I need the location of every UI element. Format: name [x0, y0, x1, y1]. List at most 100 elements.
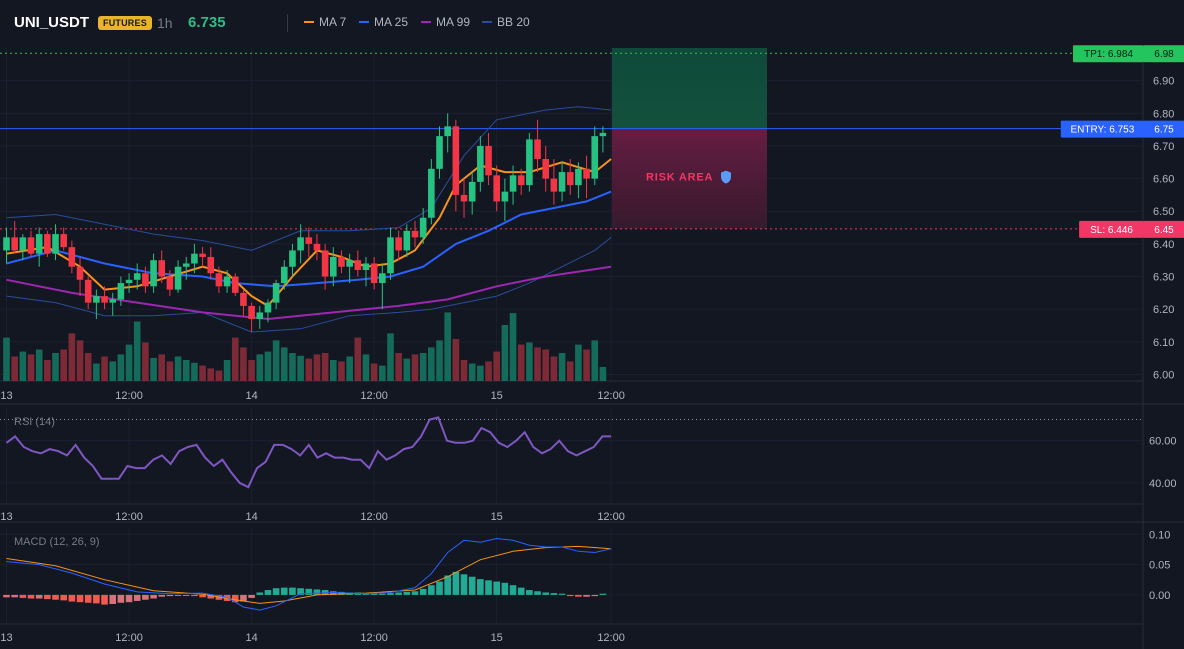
candle-body	[289, 250, 296, 267]
candle-body	[231, 276, 239, 293]
volume-bar	[444, 312, 451, 381]
legend-bb20[interactable]: BB 20	[482, 15, 530, 29]
candle-body	[174, 266, 182, 290]
legend-ma25[interactable]: MA 25	[359, 15, 408, 29]
macd-histogram-bar	[174, 594, 182, 596]
macd-histogram-bar	[550, 593, 558, 595]
candle-body	[305, 237, 313, 244]
candle-body	[542, 159, 550, 179]
symbol-name[interactable]: UNI_USDT	[14, 14, 90, 31]
volume-bar	[313, 354, 321, 381]
candle-body	[142, 273, 149, 287]
macd-histogram-bar	[182, 594, 190, 596]
macd-histogram-bar	[52, 594, 59, 600]
volume-bar	[93, 363, 100, 381]
volume-bar	[370, 363, 378, 381]
candle-body	[526, 139, 533, 186]
time-tick-label: 12:00	[597, 390, 625, 402]
candle-body	[182, 263, 190, 267]
candle-body	[403, 230, 411, 251]
candle-body	[199, 253, 206, 257]
level-tag-bg	[1060, 120, 1144, 138]
price-tick-label: 6.80	[1153, 108, 1174, 120]
macd-histogram-bar	[272, 588, 280, 595]
macd-histogram-bar	[526, 590, 533, 595]
volume-bar	[330, 360, 337, 381]
macd-histogram-bar	[19, 594, 27, 598]
macd-histogram-bar	[84, 594, 92, 603]
macd-histogram-bar	[240, 594, 247, 602]
candle-body	[468, 181, 476, 202]
level-axis-value: 6.45	[1154, 225, 1174, 236]
volume-bar	[542, 349, 550, 381]
volume-bar	[419, 353, 427, 381]
candle-body	[76, 266, 84, 280]
volume-bar	[436, 340, 443, 381]
legend-ma99[interactable]: MA 99	[421, 15, 470, 29]
macd-histogram-bar	[566, 594, 574, 597]
candle-body	[566, 172, 574, 186]
macd-histogram-bar	[117, 594, 125, 603]
macd-histogram-bar	[142, 594, 149, 600]
volume-bar	[477, 365, 484, 381]
candle-body	[452, 126, 460, 195]
volume-bar	[452, 339, 460, 381]
time-tick-label: 15	[491, 632, 503, 644]
candle-body	[68, 247, 76, 267]
candle-body	[166, 276, 174, 290]
macd-tick-label: 0.10	[1149, 529, 1170, 541]
volume-bar	[526, 342, 533, 381]
timeframe-selector[interactable]: 1h	[157, 15, 173, 31]
volume-bar	[346, 356, 353, 381]
volume-bar	[142, 342, 149, 381]
macd-histogram-bar	[44, 594, 51, 600]
macd-histogram-bar	[477, 579, 484, 595]
candle-body	[272, 283, 280, 303]
legend-label-bb20: BB 20	[497, 15, 530, 29]
level-tag-bg	[1079, 220, 1144, 238]
legend-swatch-ma99	[421, 21, 431, 23]
level-tag-bg	[1073, 45, 1144, 63]
volume-bar	[362, 354, 370, 381]
time-tick-label: 12:00	[360, 390, 388, 402]
macd-histogram-bar	[158, 594, 166, 597]
rsi-tick-label: 60.00	[1149, 436, 1177, 448]
volume-bar	[60, 349, 67, 381]
candle-body	[591, 136, 599, 179]
volume-bar	[509, 313, 517, 381]
volume-bar	[166, 361, 174, 381]
macd-histogram-bar	[395, 592, 402, 595]
candle-body	[346, 260, 353, 267]
volume-bar	[35, 349, 43, 381]
volume-bar	[297, 355, 304, 381]
candle-body	[280, 266, 288, 284]
price-tick-label: 6.30	[1153, 272, 1174, 284]
volume-bar	[231, 337, 239, 381]
bb-lower-line	[6, 237, 612, 333]
volume-bar	[289, 353, 296, 381]
time-tick-label: 15	[491, 390, 503, 402]
macd-tick-label: 0.00	[1149, 590, 1170, 602]
candle-body	[485, 145, 492, 176]
legend-ma7[interactable]: MA 7	[304, 15, 346, 29]
candle-body	[93, 296, 100, 303]
macd-histogram-bar	[191, 594, 198, 597]
take-profit-zone	[612, 48, 767, 129]
volume-bar	[109, 361, 117, 381]
macd-line	[6, 537, 612, 611]
volume-bar	[84, 353, 92, 381]
candle-body	[101, 296, 108, 303]
price-tick-label: 6.70	[1153, 141, 1174, 153]
candle-body	[517, 175, 525, 186]
macd-histogram-bar	[460, 574, 468, 595]
macd-histogram-bar	[452, 571, 460, 595]
macd-histogram-bar	[133, 594, 141, 601]
level-axis-value: 6.75	[1154, 125, 1174, 136]
futures-badge: FUTURES	[98, 16, 152, 30]
candle-body	[379, 273, 386, 284]
candle-body	[11, 237, 18, 251]
macd-histogram-bar	[436, 581, 443, 595]
candle-body	[19, 237, 27, 251]
macd-histogram-bar	[256, 592, 264, 595]
